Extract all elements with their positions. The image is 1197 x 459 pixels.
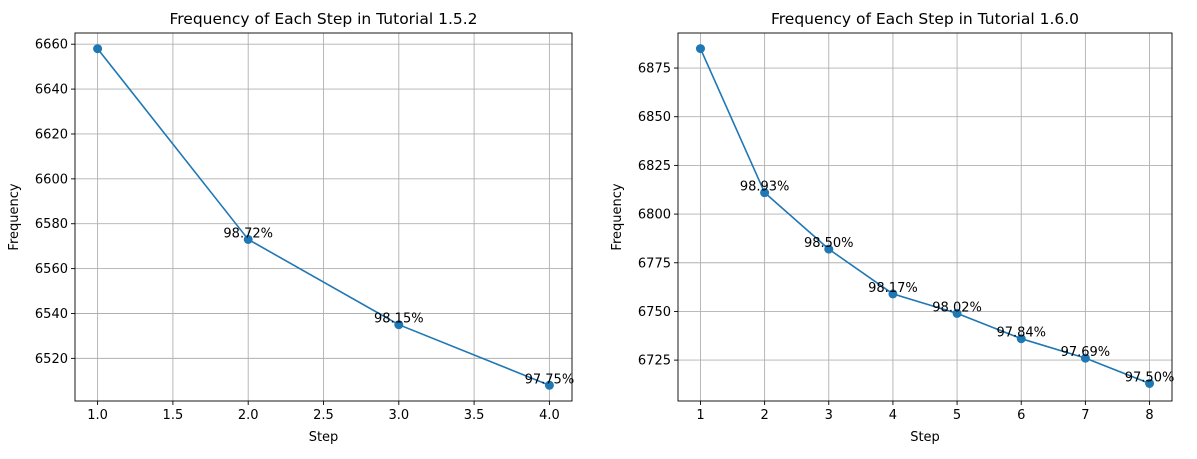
x-tick-label: 1.0 <box>87 408 108 423</box>
chart-title: Frequency of Each Step in Tutorial 1.6.0 <box>771 10 1079 28</box>
y-tick-label: 6825 <box>638 159 671 174</box>
chart-title: Frequency of Each Step in Tutorial 1.5.2 <box>169 10 477 28</box>
series-line <box>699 48 1150 385</box>
x-tick-label: 1 <box>696 408 704 423</box>
x-tick-label: 1.5 <box>163 408 184 423</box>
data-label: 97.69% <box>1061 345 1111 360</box>
chart-2: 1 2 3 4 5 6 7 8 6725 6750 6775 6800 6825 6850 6875 Freq… <box>610 10 1174 445</box>
x-tick-label: 7 <box>1081 408 1089 423</box>
x-tick-label: 8 <box>1145 408 1153 423</box>
y-tick-label: 6620 <box>35 127 68 142</box>
y-tick-label: 6750 <box>638 305 671 320</box>
x-tick-label: 2.0 <box>238 408 259 423</box>
data-point <box>695 44 705 54</box>
data-point <box>544 380 554 390</box>
x-tick-label: 3.0 <box>388 408 409 423</box>
plot-frame <box>677 32 1173 402</box>
data-point <box>888 289 898 299</box>
x-tick-label: 6 <box>1017 408 1025 423</box>
y-tick-label: 6600 <box>35 172 68 187</box>
data-label: 98.02% <box>932 300 982 315</box>
x-axis-label: Step <box>910 430 940 445</box>
data-label: 98.72% <box>223 226 273 241</box>
y-tick-label: 6875 <box>638 62 671 77</box>
y-tick-label: 6640 <box>35 83 68 98</box>
data-point <box>1145 378 1155 388</box>
data-point <box>824 244 834 254</box>
x-axis-label: Step <box>309 430 339 445</box>
data-point <box>93 44 103 54</box>
data-label: 98.93% <box>740 180 790 195</box>
y-tick-label: 6775 <box>638 256 671 271</box>
chart-1: 1.0 1.5 2.0 2.5 3.0 3.5 4.0 6520 6540 6560 6580 660… <box>7 10 574 445</box>
data-label: 98.15% <box>374 312 424 327</box>
data-point <box>243 234 253 244</box>
x-tick-label: 2.5 <box>313 408 334 423</box>
data-label: 97.50% <box>1125 370 1175 385</box>
y-tick-label: 6660 <box>35 38 68 53</box>
y-tick-label: 6725 <box>638 354 671 369</box>
y-axis-label: Frequency <box>7 183 22 250</box>
y-axis-label: Frequency <box>610 183 625 250</box>
data-point <box>394 320 404 330</box>
y-tick-label: 6580 <box>35 217 68 232</box>
y-tick-label: 6520 <box>35 352 68 367</box>
series-line <box>96 48 550 387</box>
y-tick-label: 6800 <box>638 208 671 223</box>
data-label: 98.17% <box>868 281 918 296</box>
data-point <box>760 188 770 198</box>
x-tick-label: 5 <box>953 408 961 423</box>
data-point <box>1016 334 1026 344</box>
data-label: 97.84% <box>996 326 1046 341</box>
y-tick-label: 6850 <box>638 110 671 125</box>
x-tick-label: 3.5 <box>464 408 485 423</box>
data-point <box>952 308 962 318</box>
y-tick-label: 6560 <box>35 262 68 277</box>
x-tick-label: 2 <box>760 408 768 423</box>
data-label: 98.50% <box>804 236 854 251</box>
y-tick-label: 6540 <box>35 307 68 322</box>
x-tick-label: 4 <box>889 408 897 423</box>
x-tick-label: 3 <box>825 408 833 423</box>
x-tick-label: 4.0 <box>539 408 560 423</box>
data-point <box>1080 353 1090 363</box>
data-label: 97.75% <box>525 372 575 387</box>
